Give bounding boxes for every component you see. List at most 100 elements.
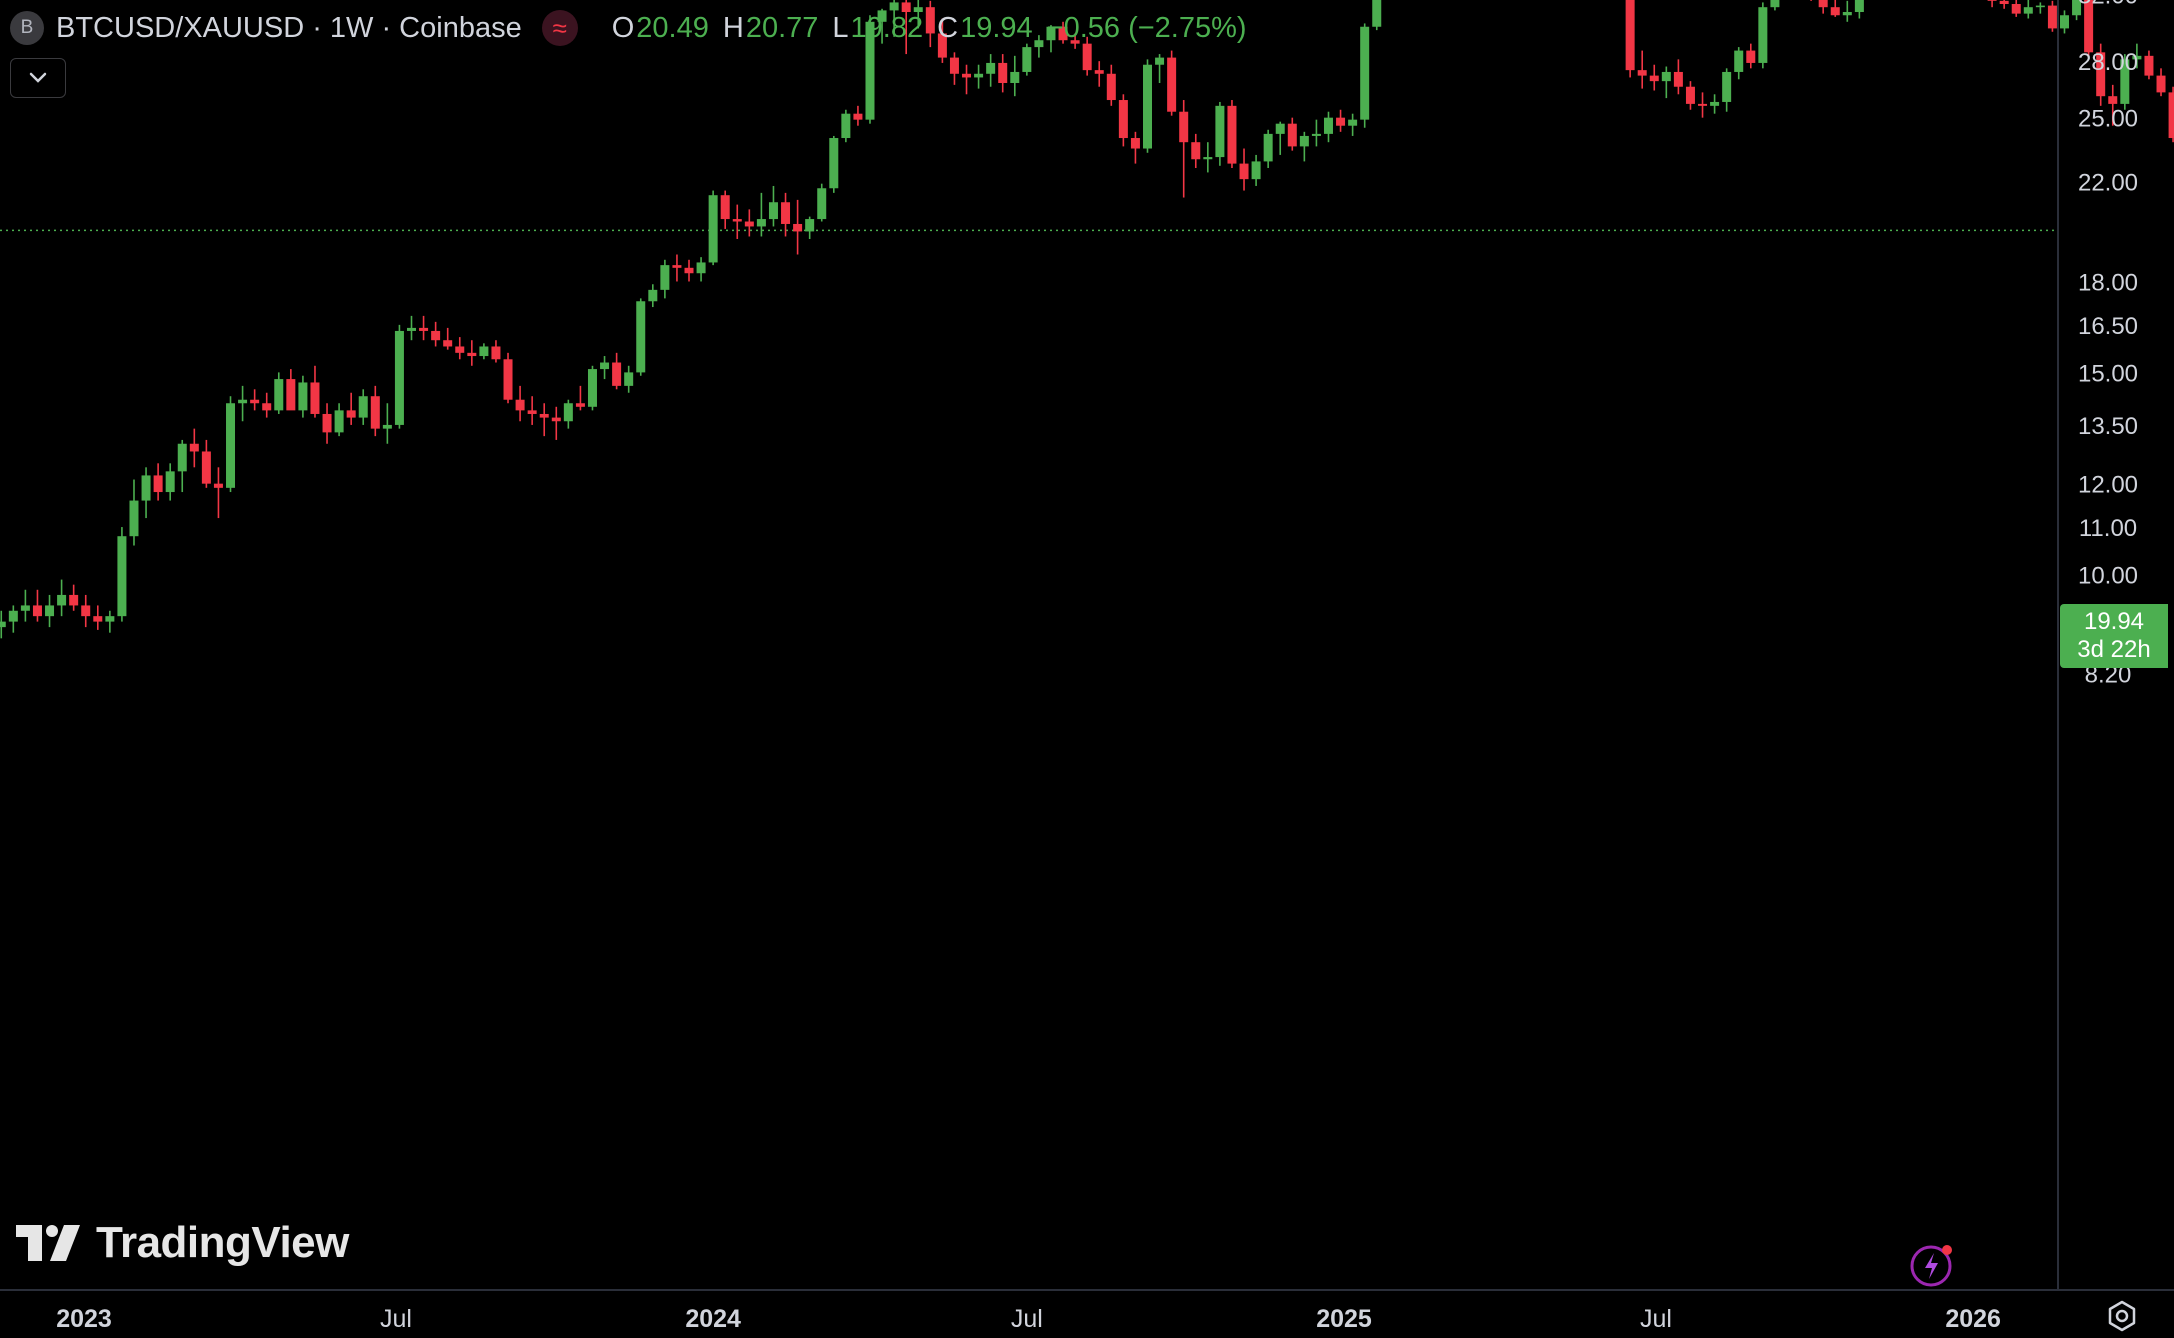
candle: [1155, 54, 1165, 83]
candle-body: [467, 352, 477, 357]
symbol-badge-icon[interactable]: B: [10, 11, 44, 45]
change-value: −0.56 (−2.75%): [1046, 11, 1247, 44]
candle-body: [129, 500, 139, 537]
candle-body: [1191, 142, 1201, 160]
candle-body: [1987, 0, 1997, 1]
price-tick-label: 11.00: [2079, 515, 2137, 542]
candle-body: [974, 73, 984, 78]
candle: [310, 365, 320, 418]
candle-body: [1203, 157, 1213, 160]
candle-body: [1818, 0, 1828, 8]
candle: [189, 428, 199, 468]
candle: [986, 54, 996, 87]
candle: [129, 479, 139, 546]
candle: [1722, 68, 1732, 112]
price-tick-label: 13.50: [2078, 413, 2138, 440]
candle-body: [1770, 0, 1780, 8]
candle-body: [479, 346, 489, 357]
candle-body: [310, 382, 320, 414]
candle: [2011, 0, 2021, 17]
candle-body: [877, 10, 887, 22]
candle: [1818, 0, 1828, 14]
candle: [998, 54, 1008, 93]
candle: [32, 589, 42, 622]
candle: [2047, 0, 2057, 32]
time-tick-label: 2026: [1945, 1305, 2001, 1333]
candle-body: [1179, 111, 1189, 143]
candle: [1022, 43, 1032, 76]
open-key: O: [611, 11, 635, 44]
candle: [298, 375, 308, 418]
candle: [2096, 43, 2106, 106]
candle: [1311, 119, 1321, 147]
candle: [1143, 59, 1153, 153]
candle: [2108, 84, 2118, 126]
time-tick-label: Jul: [380, 1305, 412, 1333]
candle-body: [563, 403, 573, 422]
lightning-icon[interactable]: [1910, 1242, 1956, 1288]
tradingview-watermark[interactable]: TradingView: [16, 1218, 349, 1268]
candle: [889, 0, 899, 37]
candle: [962, 64, 972, 95]
chevron-down-icon: [29, 72, 47, 83]
candle: [2023, 0, 2033, 19]
candle: [1999, 0, 2009, 9]
price-tick-label: 10.00: [2078, 563, 2138, 590]
candle-body: [853, 113, 863, 120]
current-price-value: 19.94: [2083, 608, 2145, 635]
candle-body: [949, 57, 959, 74]
candle: [2072, 0, 2082, 21]
candle-body: [636, 301, 646, 373]
candle-body: [998, 62, 1008, 83]
candle-body: [1034, 40, 1044, 48]
candle-body: [925, 7, 935, 34]
collapse-legend-button[interactable]: [10, 58, 66, 98]
candle: [2132, 43, 2142, 69]
candle-body: [226, 403, 236, 488]
candle-body: [455, 346, 465, 353]
candle-body: [2144, 55, 2154, 76]
candle-body: [1649, 75, 1659, 82]
candle-body: [2084, 0, 2094, 53]
candle: [1130, 131, 1140, 164]
candle-body: [1058, 26, 1068, 41]
current-price-label: 19.94 3d 22h: [2060, 604, 2168, 668]
candle: [1263, 129, 1273, 168]
candle: [768, 185, 778, 227]
candle: [781, 192, 791, 237]
candle-body: [551, 417, 561, 422]
candle-body: [419, 327, 429, 331]
candle-body: [1673, 71, 1683, 87]
symbol-title[interactable]: BTCUSD/XAUUSD · 1W · Coinbase: [56, 11, 522, 44]
candle-body: [165, 471, 175, 493]
candlestick-series: [0, 0, 2174, 639]
gear-icon[interactable]: [2102, 1296, 2142, 1336]
candle: [684, 259, 694, 282]
candle: [1058, 21, 1068, 44]
candle: [177, 439, 187, 493]
candle-body: [756, 219, 766, 227]
indicator-wave-icon[interactable]: ≈: [541, 10, 578, 46]
candle: [925, 0, 935, 48]
candle: [57, 579, 67, 617]
candle-body: [32, 605, 42, 617]
candle: [720, 190, 730, 229]
candle-body: [93, 616, 103, 622]
candle-body: [732, 219, 742, 222]
candle-body: [624, 372, 634, 386]
candle: [1118, 94, 1128, 147]
candle-body: [2059, 15, 2069, 29]
candle-body: [612, 362, 622, 386]
candle: [1360, 23, 1370, 128]
candle: [624, 365, 634, 393]
candle: [286, 369, 296, 411]
candle-body: [274, 379, 284, 411]
candle: [346, 392, 356, 425]
candle: [587, 365, 597, 411]
candle: [949, 52, 959, 85]
candle: [153, 463, 163, 501]
candle-body: [913, 7, 923, 13]
candle-body: [1215, 105, 1225, 158]
price-tick-label: 15.00: [2078, 360, 2138, 387]
